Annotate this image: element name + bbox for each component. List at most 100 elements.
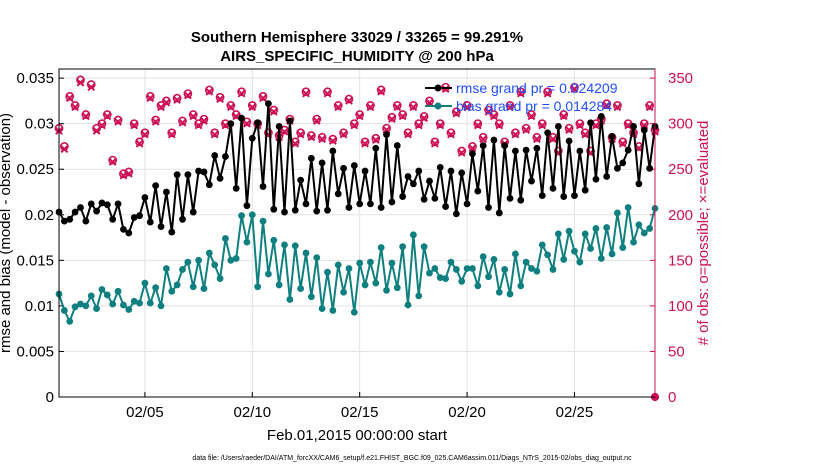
rmseSeries-point [103, 201, 111, 209]
biasSeries-point [560, 256, 568, 263]
biasSeries-point [549, 266, 557, 273]
left-tick-label: 0.01 [25, 298, 54, 315]
biasSeries-point [152, 284, 160, 292]
rmseSeries-point [146, 218, 154, 226]
biasSeries-point [66, 317, 74, 325]
rmseSeries-point [393, 142, 401, 149]
rmseSeries-point [361, 167, 369, 175]
evaluated-obs-point [146, 94, 155, 103]
evaluated-obs-point [124, 169, 133, 178]
rmseSeries-point [275, 123, 283, 130]
biasSeries-point [243, 238, 251, 246]
right-tick-label: 50 [668, 343, 685, 360]
rmseSeries-point [603, 173, 611, 180]
evaluated-obs-point [323, 89, 332, 98]
biasSeries-point [103, 291, 111, 299]
biasSeries-point [345, 265, 353, 272]
evaluated-obs-point [200, 117, 208, 125]
evaluated-obs-point [618, 139, 627, 148]
evaluated-obs-point [183, 91, 192, 100]
rmseSeries-point [184, 171, 192, 179]
evaluated-obs-point [511, 130, 520, 139]
right-tick-label: 200 [668, 207, 693, 224]
rmseSeries-point [248, 134, 256, 142]
evaluated-obs-point [178, 118, 187, 127]
possible-obs-point [349, 119, 359, 129]
biasSeries-point [436, 274, 444, 282]
rmseSeries-point [130, 214, 138, 221]
data-file-footnote: data file: /Users/raeder/DAI/ATM_forcXX/… [192, 455, 632, 462]
evaluated-obs-point [463, 103, 471, 112]
biasSeries-point [232, 255, 240, 262]
rmseSeries-point [329, 147, 337, 155]
rmseSeries-point [587, 119, 594, 127]
biasSeries-point [372, 279, 380, 287]
rmseSeries-point [254, 119, 262, 127]
evaluated-obs-point [355, 112, 364, 121]
biasSeries-point [146, 299, 154, 307]
possible-obs-point [237, 87, 246, 97]
rmseSeries-point [581, 186, 589, 194]
left-tick-label: 0.035 [16, 70, 54, 87]
evaluated-obs-point [141, 130, 149, 139]
biasSeries-point [173, 281, 181, 289]
possible-obs-point [333, 101, 343, 110]
possible-obs-point [575, 119, 585, 129]
evaluated-obs-point [404, 130, 412, 139]
rmseSeries-point [270, 205, 278, 213]
rmseSeries-point [624, 146, 632, 154]
rmseSeries-point [114, 200, 122, 208]
evaluated-obs-point [76, 78, 85, 87]
possible-obs-point [210, 128, 220, 138]
evaluated-obs-point [328, 137, 337, 145]
biasSeries-point [313, 254, 321, 261]
possible-obs-point [264, 128, 273, 138]
biasSeries-point [415, 292, 423, 300]
rmseSeries-point [302, 200, 310, 208]
rmseSeries-point [490, 136, 498, 144]
biasSeries-point [597, 255, 605, 262]
rmseSeries-point [238, 114, 245, 122]
x-tick-label: 02/15 [341, 404, 379, 421]
possible-obs-point [204, 85, 214, 95]
rmseSeries-point [571, 192, 578, 200]
possible-obs-point [510, 128, 520, 138]
evaluated-obs-point [210, 130, 219, 139]
possible-obs-point [145, 91, 155, 101]
evaluated-obs-point [436, 121, 445, 130]
evaluated-obs-point [71, 103, 80, 112]
possible-obs-point [247, 101, 257, 110]
rmseSeries-point [420, 195, 428, 203]
possible-obs-point [65, 91, 75, 101]
biasSeries-point [179, 266, 186, 273]
rmseSeries-point [227, 120, 235, 128]
possible-obs-point [312, 114, 322, 124]
evaluated-obs-point [398, 112, 407, 121]
x-tick-label: 02/10 [234, 404, 272, 421]
possible-obs-point [140, 128, 150, 138]
biasSeries-point [474, 282, 482, 290]
biasSeries-point [205, 249, 213, 257]
possible-obs-point [108, 155, 118, 165]
rmseSeries-point [259, 183, 267, 190]
left-tick-label: 0 [46, 389, 54, 406]
biasSeries-point [254, 283, 262, 291]
rmseSeries-point [324, 206, 331, 214]
evaluated-obs-point [205, 87, 214, 96]
evaluated-obs-point [114, 117, 122, 126]
evaluated-obs-point [527, 112, 536, 121]
possible-obs-point [419, 111, 429, 121]
rmseSeries-point [109, 215, 117, 223]
biasSeries-point [265, 270, 272, 278]
evaluated-obs-point [425, 98, 434, 107]
possible-obs-point [183, 89, 193, 98]
x-tick-label: 02/25 [556, 404, 594, 421]
left-axis-label: rmse and bias (model - observation) [0, 113, 14, 353]
rmseSeries-point [313, 207, 321, 215]
biasSeries-point [452, 266, 460, 273]
rmseSeries-point [506, 194, 514, 202]
rmseSeries-point [517, 196, 525, 204]
possible-obs-point [398, 110, 408, 119]
evaluated-obs-point [516, 89, 525, 98]
biasSeries-point [168, 287, 176, 295]
